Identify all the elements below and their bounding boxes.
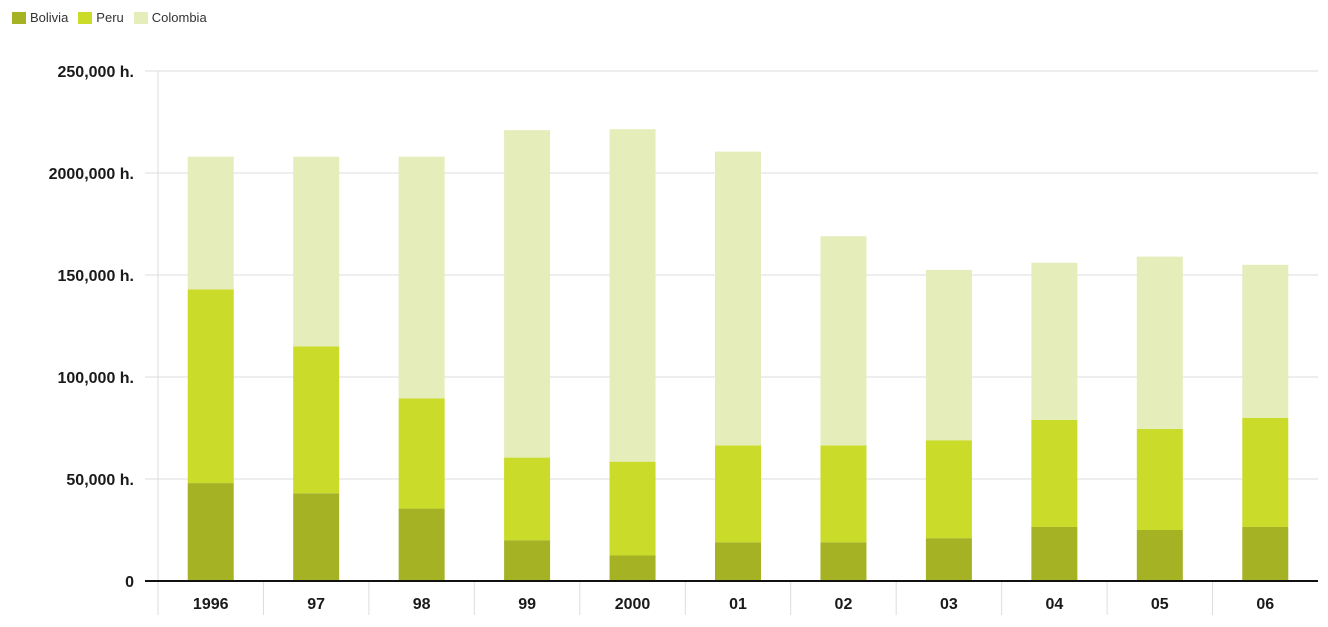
bar-colombia-1996 (187, 156, 234, 290)
bar-peru-1996 (187, 289, 234, 484)
bar-bolivia-06 (1242, 526, 1289, 581)
legend-swatch (133, 11, 148, 24)
legend-swatch (78, 11, 93, 24)
bar-bolivia-05 (1136, 530, 1183, 581)
bar-colombia-2000 (609, 129, 656, 462)
bar-colombia-04 (1031, 262, 1078, 420)
legend-label: Colombia (151, 10, 207, 25)
legend: Bolivia Peru Colombia (12, 10, 217, 25)
bar-colombia-02 (820, 236, 867, 446)
bar-peru-05 (1136, 429, 1183, 530)
legend-swatch (12, 11, 26, 24)
legend-item-peru: Peru (78, 10, 124, 25)
y-tick-label: 0 (125, 574, 134, 591)
x-tick-label: 05 (1151, 596, 1169, 613)
bar-bolivia-03 (925, 538, 972, 581)
x-tick-label: 1996 (193, 596, 229, 613)
bar-colombia-97 (293, 156, 340, 347)
x-tick-label: 98 (413, 596, 431, 613)
legend-item-bolivia: Bolivia (12, 10, 68, 25)
bar-peru-06 (1242, 417, 1289, 527)
bar-bolivia-97 (293, 493, 340, 581)
bar-bolivia-2000 (609, 555, 656, 581)
y-tick-label: 150,000 h. (58, 268, 135, 285)
bar-bolivia-01 (715, 542, 761, 581)
x-tick-label: 06 (1256, 596, 1274, 613)
bar-bolivia-99 (504, 540, 551, 581)
bar-peru-2000 (609, 461, 656, 556)
bar-colombia-06 (1242, 264, 1289, 418)
bar-peru-01 (715, 445, 761, 543)
bar-colombia-98 (398, 156, 445, 399)
legend-label: Bolivia (30, 10, 69, 25)
y-tick-label: 50,000 h. (66, 472, 134, 489)
x-tick-label: 01 (729, 596, 747, 613)
x-tick-label: 97 (307, 596, 325, 613)
y-tick-label: 100,000 h. (58, 370, 135, 387)
legend-item-colombia: Colombia (133, 10, 207, 25)
bar-peru-03 (925, 440, 972, 539)
x-tick-label: 02 (835, 596, 853, 613)
bar-peru-02 (820, 445, 867, 543)
bar-bolivia-1996 (187, 483, 234, 581)
bar-bolivia-02 (820, 542, 867, 581)
bar-bolivia-98 (398, 508, 445, 581)
legend-label: Peru (96, 10, 124, 25)
bar-peru-04 (1031, 419, 1078, 527)
bar-peru-97 (293, 346, 340, 494)
bar-peru-99 (504, 457, 551, 541)
x-tick-label: 99 (518, 596, 536, 613)
x-tick-label: 04 (1045, 596, 1063, 613)
bar-colombia-03 (925, 269, 972, 441)
bar-colombia-99 (504, 130, 551, 458)
y-tick-label: 2000,000 h. (49, 166, 134, 183)
bar-peru-98 (398, 398, 445, 509)
bar-colombia-01 (715, 151, 761, 446)
y-tick-label: 250,000 h. (58, 64, 135, 81)
bar-colombia-05 (1136, 256, 1183, 430)
bar-bolivia-04 (1031, 526, 1078, 581)
x-tick-label: 03 (940, 596, 958, 613)
x-tick-label: 2000 (615, 596, 651, 613)
